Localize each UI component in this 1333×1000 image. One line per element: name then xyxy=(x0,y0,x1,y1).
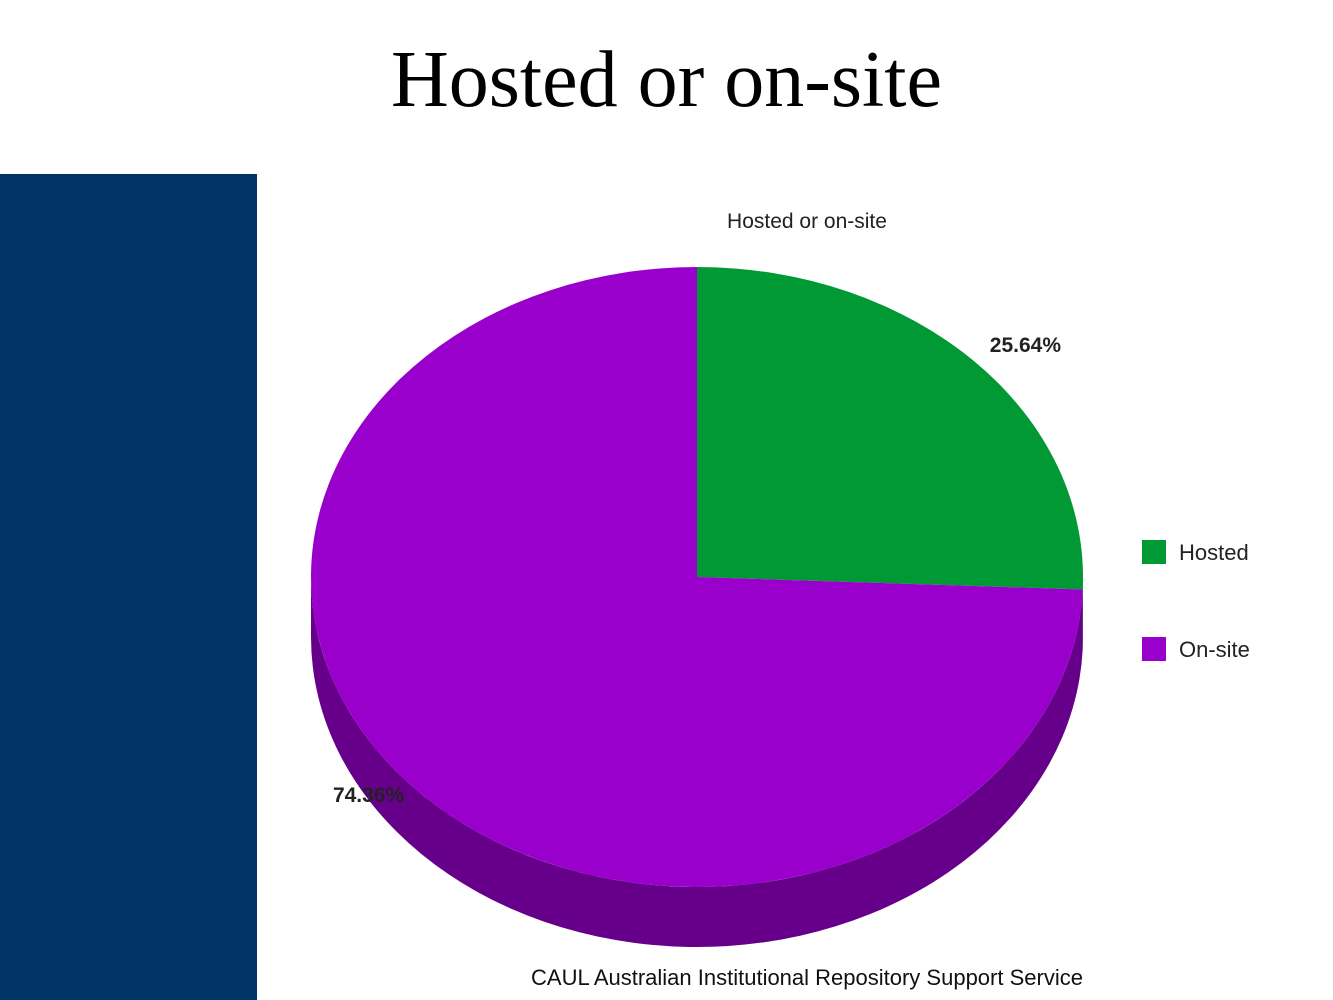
data-label-on-site: 74.36% xyxy=(333,784,405,807)
chart-caption: CAUL Australian Institutional Repository… xyxy=(531,965,1083,990)
sidebar-decoration xyxy=(0,174,257,1000)
legend-swatch-on-site xyxy=(1142,637,1166,661)
slide-title: Hosted or on-site xyxy=(390,36,942,124)
pie-slice-on-site xyxy=(311,267,1083,887)
pie-top xyxy=(311,267,1084,887)
legend: Hosted On-site xyxy=(1142,540,1250,662)
data-label-hosted: 25.64% xyxy=(990,334,1062,357)
pie-slice-hosted xyxy=(697,267,1084,590)
legend-label-hosted: Hosted xyxy=(1179,540,1249,565)
legend-label-on-site: On-site xyxy=(1179,637,1250,662)
pie-side-on-site xyxy=(311,577,1083,948)
pie-side xyxy=(311,577,1083,948)
data-labels: 25.64% 74.36% xyxy=(333,334,1061,807)
chart-title: Hosted or on-site xyxy=(727,210,887,233)
legend-swatch-hosted xyxy=(1142,540,1166,564)
